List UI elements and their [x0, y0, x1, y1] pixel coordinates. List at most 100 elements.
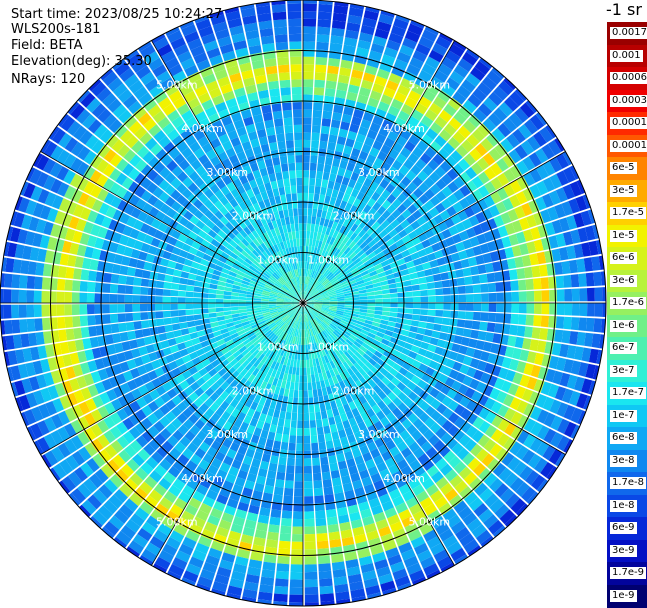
range-gate-cell — [465, 399, 478, 412]
range-gate-cell — [357, 317, 366, 323]
range-gate-cell — [412, 209, 423, 220]
range-gate-cell — [164, 184, 176, 196]
range-gate-cell — [223, 247, 232, 256]
range-gate-cell — [104, 444, 118, 459]
range-ring-label: 1.00km — [257, 253, 299, 266]
range-gate-cell — [284, 297, 292, 300]
range-gate-cell — [290, 223, 295, 232]
range-gate-cell — [281, 323, 288, 331]
range-gate-cell — [200, 258, 210, 267]
range-gate-cell — [311, 374, 316, 383]
range-gate-cell — [14, 380, 26, 396]
range-gate-cell — [415, 333, 424, 341]
range-gate-cell — [240, 462, 251, 473]
range-gate-cell — [74, 339, 85, 352]
range-gate-cell — [462, 99, 477, 114]
range-gate-cell — [498, 467, 513, 482]
range-gate-cell — [514, 205, 526, 219]
range-gate-cell — [411, 359, 422, 369]
range-gate-cell — [252, 490, 263, 500]
range-gate-cell — [570, 360, 582, 375]
range-gate-cell — [288, 263, 293, 271]
range-gate-cell — [469, 378, 480, 390]
range-gate-cell — [33, 390, 45, 405]
range-gate-cell — [215, 28, 230, 40]
range-gate-cell — [65, 328, 75, 341]
range-gate-cell — [173, 44, 189, 57]
range-gate-cell — [431, 330, 441, 339]
range-gate-cell — [315, 358, 320, 367]
range-gate-cell — [474, 143, 488, 157]
range-gate-cell — [333, 104, 344, 114]
range-gate-cell — [340, 121, 350, 131]
range-gate-cell — [373, 247, 383, 255]
range-gate-cell — [203, 40, 219, 52]
range-gate-cell — [4, 351, 11, 366]
range-gate-cell — [20, 412, 30, 427]
range-gate-cell — [347, 130, 358, 141]
range-gate-cell — [149, 536, 165, 550]
range-gate-cell — [342, 227, 351, 236]
range-gate-cell — [496, 158, 509, 172]
range-gate-cell — [367, 198, 376, 208]
range-gate-cell — [284, 273, 290, 281]
range-gate-cell — [509, 397, 522, 411]
range-gate-cell — [295, 367, 300, 376]
range-gate-cell — [283, 301, 292, 303]
range-gate-cell — [278, 540, 291, 550]
range-gate-cell — [329, 323, 337, 330]
range-gate-cell — [563, 404, 576, 421]
range-gate-cell — [372, 339, 381, 347]
range-gate-cell — [268, 299, 277, 302]
range-gate-cell — [318, 225, 324, 234]
range-gate-cell — [491, 414, 504, 428]
range-gate-cell — [275, 270, 282, 278]
range-gate-cell — [294, 139, 303, 148]
range-gate-cell — [303, 162, 310, 171]
range-gate-cell — [255, 218, 263, 228]
range-gate-cell — [358, 201, 367, 211]
range-gate-cell — [239, 312, 248, 317]
range-gate-cell — [429, 102, 443, 116]
range-gate-cell — [352, 300, 361, 303]
range-gate-cell — [62, 354, 73, 367]
range-gate-cell — [416, 140, 429, 152]
range-gate-cell — [270, 180, 278, 190]
range-gate-cell — [162, 122, 175, 135]
range-gate-cell — [119, 67, 135, 82]
range-gate-cell — [297, 268, 300, 277]
range-gate-cell — [526, 303, 535, 314]
range-gate-cell — [585, 363, 596, 379]
range-gate-cell — [103, 416, 116, 429]
range-gate-cell — [406, 562, 422, 575]
range-gate-cell — [282, 372, 288, 381]
range-gate-cell — [204, 209, 214, 220]
range-gate-cell — [487, 282, 497, 293]
range-gate-cell — [3, 289, 12, 303]
range-gate-cell — [314, 298, 322, 301]
range-gate-cell — [578, 273, 587, 287]
range-gate-cell — [196, 330, 206, 337]
range-gate-cell — [359, 184, 369, 195]
range-gate-cell — [363, 382, 373, 392]
range-gate-cell — [231, 32, 246, 43]
range-gate-cell — [308, 328, 312, 337]
range-gate-cell — [286, 318, 292, 325]
colorbar-tick-label: 0.0017 — [610, 27, 647, 40]
range-gate-cell — [181, 243, 192, 253]
range-gate-cell — [186, 478, 199, 491]
range-gate-cell — [114, 124, 128, 139]
range-gate-cell — [275, 318, 283, 325]
range-gate-cell — [299, 329, 302, 338]
range-gate-cell — [402, 490, 415, 502]
range-gate-cell — [221, 552, 236, 563]
range-gate-cell — [350, 519, 363, 529]
range-gate-cell — [3, 273, 13, 288]
range-gate-cell — [41, 454, 52, 468]
range-gate-cell — [559, 217, 570, 232]
range-gate-cell — [256, 283, 265, 288]
range-gate-cell — [106, 459, 120, 473]
range-gate-cell — [305, 306, 311, 313]
range-gate-cell — [422, 262, 432, 270]
range-gate-cell — [505, 493, 520, 509]
